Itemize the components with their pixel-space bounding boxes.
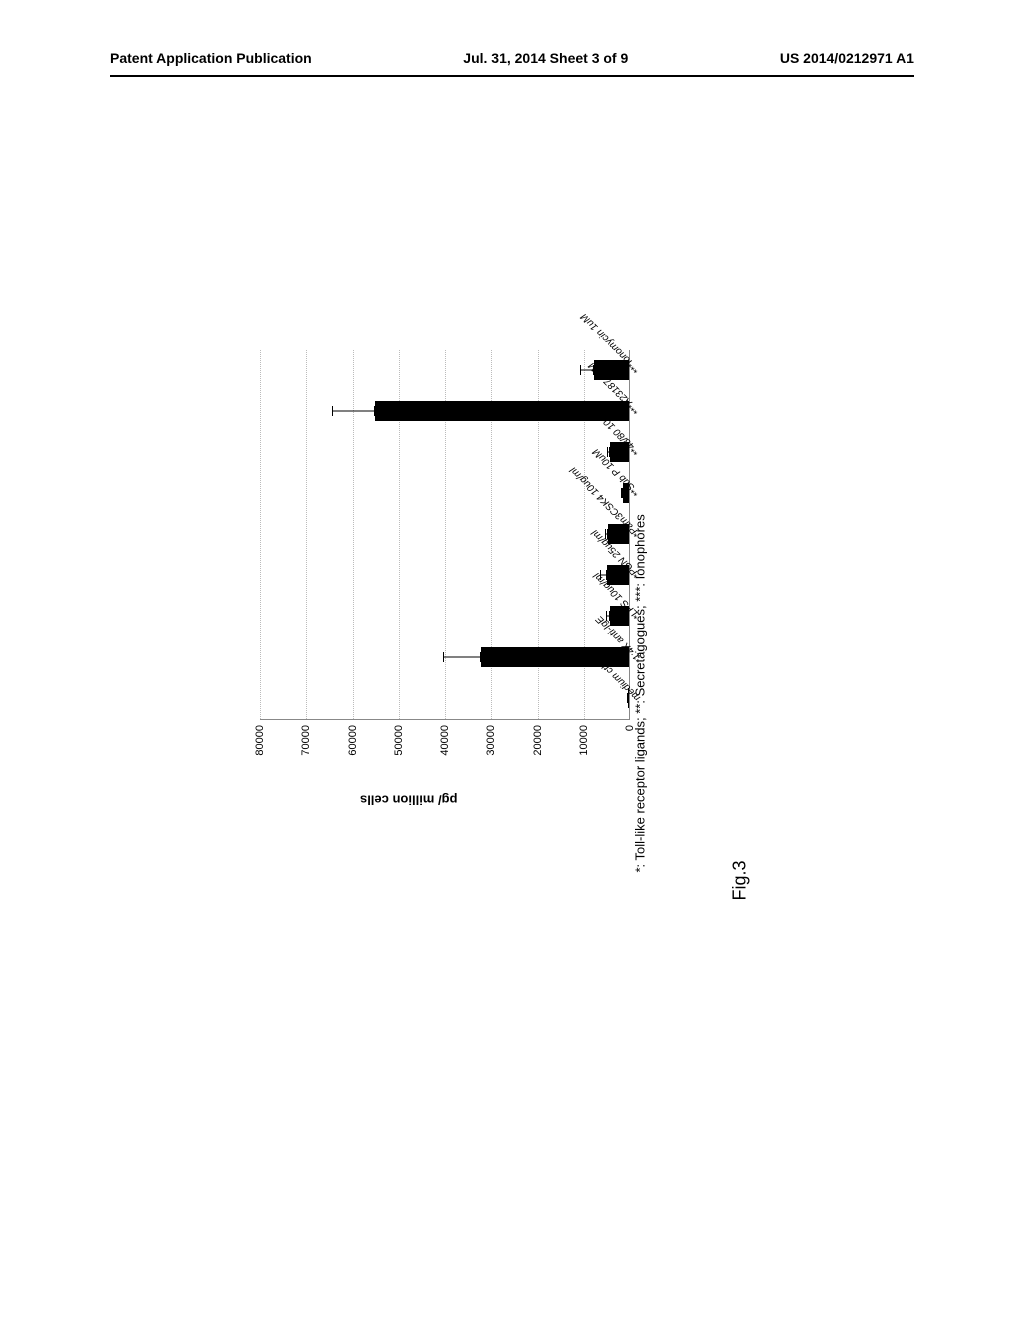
bar <box>481 647 629 667</box>
error-cap <box>607 529 608 539</box>
error-cap <box>605 529 606 539</box>
figure-label: Fig.3 <box>730 860 751 900</box>
error-cap <box>580 365 581 375</box>
error-cap <box>374 406 375 416</box>
gridline <box>353 350 354 719</box>
error-cap <box>609 447 610 457</box>
bar-chart: pg/ million cells 0100002000030000400005… <box>260 350 760 790</box>
bar <box>375 401 629 421</box>
y-tick-label: 10000 <box>578 725 590 785</box>
error-bar <box>444 657 481 658</box>
y-tick-label: 50000 <box>393 725 405 785</box>
error-cap <box>600 570 601 580</box>
y-tick-label: 60000 <box>347 725 359 785</box>
plot-area: 0100002000030000400005000060000700008000… <box>260 350 630 720</box>
error-cap <box>606 611 607 621</box>
y-tick-label: 80000 <box>254 725 266 785</box>
y-tick-label: 30000 <box>485 725 497 785</box>
y-tick-label: 70000 <box>300 725 312 785</box>
error-bar <box>333 410 375 411</box>
header-center: Jul. 31, 2014 Sheet 3 of 9 <box>463 50 628 66</box>
y-axis-label: pg/ million cells <box>360 793 458 808</box>
gridline <box>260 350 261 719</box>
header-right: US 2014/0212971 A1 <box>780 50 914 66</box>
error-cap <box>609 611 610 621</box>
error-cap <box>443 652 444 662</box>
legend-note: *: Toll-like receptor ligands; **: Secre… <box>633 514 648 872</box>
gridline <box>306 350 307 719</box>
error-cap <box>593 365 594 375</box>
y-tick-label: 20000 <box>532 725 544 785</box>
error-cap <box>622 488 623 498</box>
header-divider <box>110 75 914 77</box>
error-cap <box>480 652 481 662</box>
y-tick-label: 40000 <box>439 725 451 785</box>
error-cap <box>606 570 607 580</box>
header-left: Patent Application Publication <box>110 50 312 66</box>
error-cap <box>332 406 333 416</box>
